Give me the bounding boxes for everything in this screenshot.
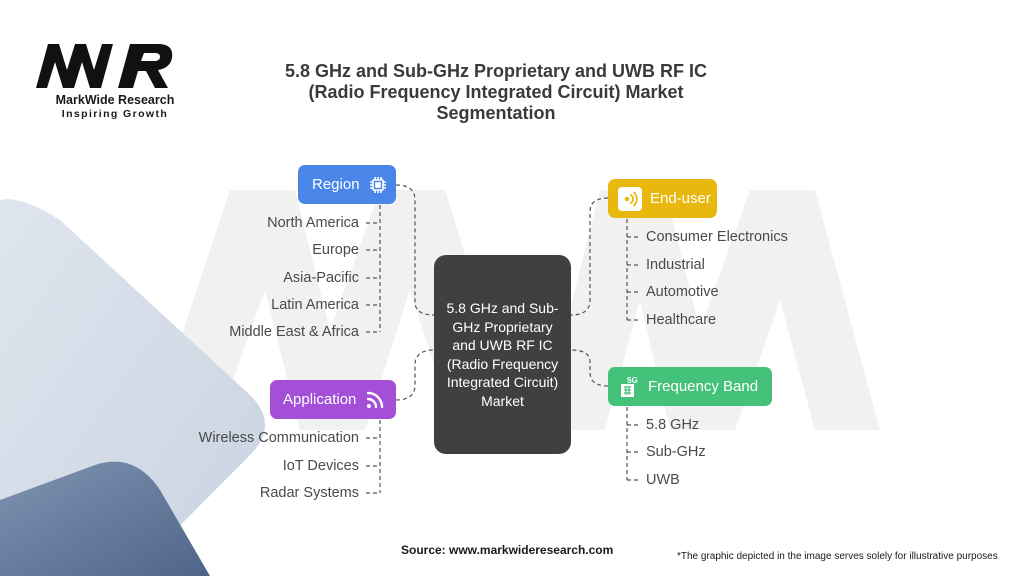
connector-frequency-center: [570, 349, 609, 387]
application-item: Radar Systems: [259, 485, 359, 501]
region-label: Region: [312, 176, 360, 193]
region-item: Europe: [312, 242, 359, 258]
frequency-band-pill: 5G Frequency Band: [608, 367, 772, 406]
frequency-band-label: Frequency Band: [648, 378, 759, 395]
end-user-item: Consumer Electronics: [646, 229, 788, 245]
broadcast-icon: [618, 186, 642, 211]
center-node: 5.8 GHz and Sub-GHz Proprietary and UWB …: [434, 255, 571, 454]
end-user-item: Healthcare: [646, 312, 717, 328]
connector-region-center: [395, 184, 435, 316]
5g-sim-icon: 5G: [618, 375, 640, 399]
region-item: Asia-Pacific: [283, 270, 359, 286]
region-item: Latin America: [271, 297, 359, 313]
application-pill: Application: [270, 380, 396, 419]
region-pill: Region: [298, 165, 396, 204]
source-credit: Source: www.markwideresearch.com: [401, 543, 614, 557]
wifi-signal-icon: [364, 389, 386, 411]
page-title: 5.8 GHz and Sub-GHz Proprietary and UWB …: [284, 61, 708, 123]
svg-text:5G: 5G: [627, 376, 638, 385]
application-item: IoT Devices: [282, 458, 359, 474]
end-user-pill: End-user: [608, 179, 717, 218]
logo-tagline: Inspiring Growth: [61, 108, 169, 120]
frequency-band-item: Sub-GHz: [646, 444, 706, 460]
watermark-logo: [150, 190, 880, 430]
chip-icon: [368, 175, 388, 195]
region-item: Middle East & Africa: [229, 324, 359, 340]
connector-application-center: [395, 349, 435, 401]
frequency-band-item: 5.8 GHz: [646, 417, 700, 433]
frequency-band-item: UWB: [646, 472, 680, 488]
application-label: Application: [283, 391, 357, 408]
connector-enduser-center: [570, 197, 609, 316]
end-user-label: End-user: [650, 190, 711, 207]
end-user-item: Automotive: [646, 284, 719, 300]
region-item: North America: [267, 215, 359, 231]
disclaimer-note: *The graphic depicted in the image serve…: [677, 551, 998, 562]
center-label: 5.8 GHz and Sub-GHz Proprietary and UWB …: [446, 300, 559, 409]
end-user-item: Industrial: [646, 257, 705, 273]
decor-shape-dark: [0, 461, 210, 576]
logo-name: MarkWide Research: [55, 93, 175, 107]
logo-mark-icon: [36, 44, 173, 88]
application-item: Wireless Communication: [198, 430, 359, 446]
